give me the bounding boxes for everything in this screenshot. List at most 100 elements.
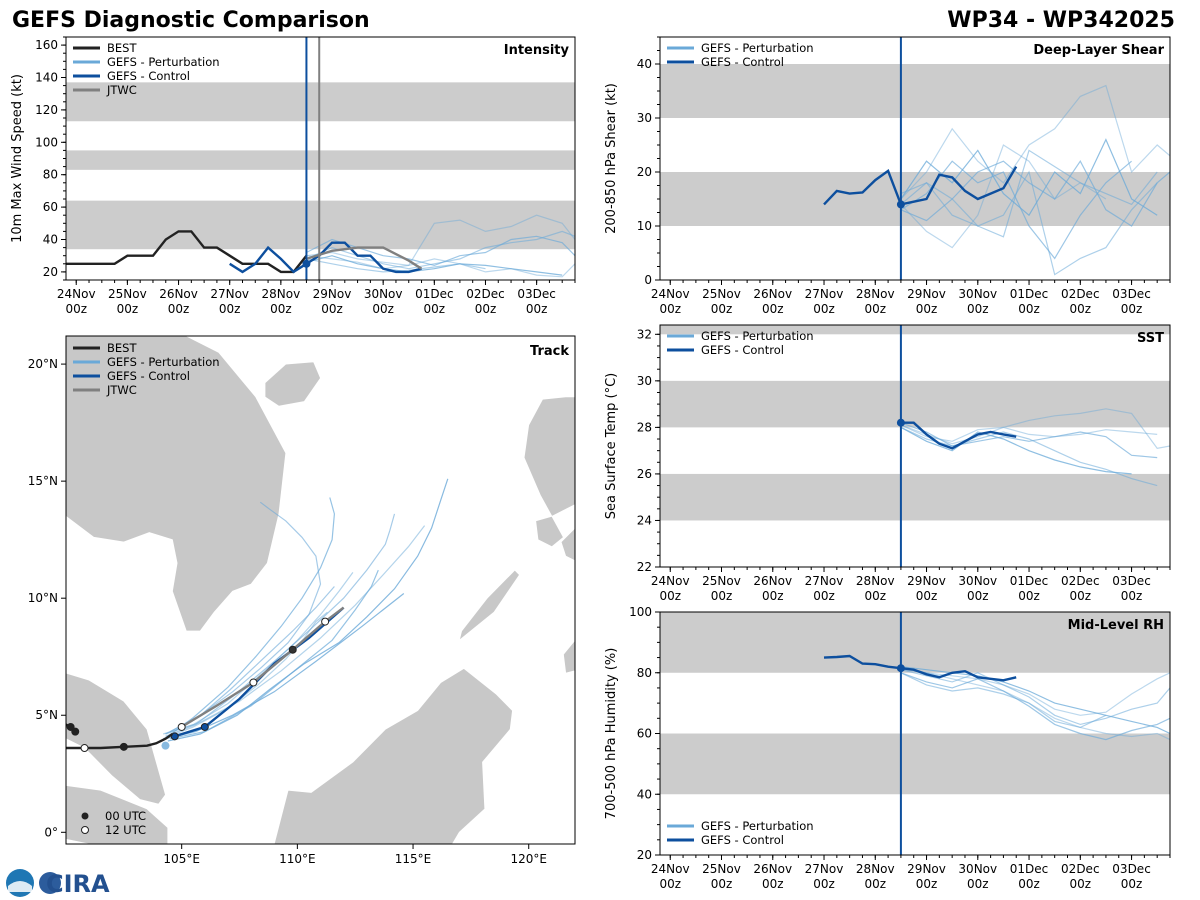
x-tick-date: 28Nov — [856, 574, 895, 588]
x-tick-hour: 00z — [1018, 302, 1040, 316]
legend-label: GEFS - Control — [701, 343, 784, 357]
x-tick-date: 27Nov — [210, 287, 249, 301]
lon-tick-label: 115°E — [395, 852, 432, 866]
x-tick-hour: 00z — [967, 302, 989, 316]
land-mindanao — [562, 639, 575, 674]
x-tick-hour: 00z — [916, 302, 938, 316]
shear-panel: 01020304024Nov00z25Nov00z26Nov00z27Nov00… — [604, 36, 1171, 316]
x-tick-date: 26Nov — [753, 574, 792, 588]
shaded-band — [660, 612, 1170, 673]
y-tick-label: 32 — [637, 327, 652, 341]
storm-id: WP34 - WP342025 — [947, 8, 1175, 33]
perturbation-member-line — [900, 160, 1132, 260]
legend-label: 12 UTC — [105, 823, 146, 837]
best-track-line — [66, 230, 308, 274]
x-tick-hour: 00z — [1070, 877, 1092, 891]
y-tick-label: 0 — [644, 273, 652, 287]
x-tick-hour: 00z — [967, 589, 989, 603]
panel-title: Track — [530, 344, 569, 359]
legend-label: GEFS - Perturbation — [701, 819, 814, 833]
lat-tick-label: 5°N — [35, 708, 58, 722]
x-tick-date: 25Nov — [702, 287, 741, 301]
land-mindoro — [535, 515, 564, 548]
ensemble-start-marker — [161, 741, 170, 750]
x-tick-date: 25Nov — [702, 862, 741, 876]
y-tick-label: 100 — [35, 135, 58, 149]
x-tick-hour: 00z — [424, 302, 446, 316]
x-tick-date: 01Dec — [1010, 574, 1049, 588]
land-sumatra — [66, 785, 169, 844]
perturbation-member-line — [306, 255, 563, 276]
legend-label: GEFS - Control — [107, 69, 190, 83]
land-hainan — [264, 361, 321, 407]
panel-title: Intensity — [504, 43, 570, 58]
marker-12utc — [321, 617, 330, 626]
shaded-band — [660, 172, 1170, 226]
control-line — [823, 165, 1018, 206]
x-tick-hour: 00z — [659, 302, 681, 316]
x-tick-hour: 00z — [1018, 589, 1040, 603]
perturbation-member-line — [900, 84, 1170, 200]
lon-tick-label: 105°E — [163, 852, 200, 866]
shaded-band — [66, 150, 575, 170]
y-tick-label: 20 — [637, 848, 652, 862]
x-tick-hour: 00z — [526, 302, 548, 316]
map-area — [66, 336, 575, 844]
y-tick-label: 100 — [629, 605, 652, 619]
legend-label: JTWC — [106, 83, 137, 97]
control-line — [823, 654, 1017, 682]
perturbation-member-line — [900, 408, 1170, 449]
noaa-logo-wave-icon — [8, 881, 32, 892]
land-borneo — [273, 667, 513, 844]
x-tick-hour: 00z — [475, 302, 497, 316]
lat-tick-label: 20°N — [28, 357, 58, 371]
land-indochina — [66, 336, 287, 632]
x-tick-date: 02Dec — [1061, 574, 1100, 588]
x-tick-hour: 00z — [813, 302, 835, 316]
x-tick-date: 03Dec — [1112, 574, 1151, 588]
init-point-marker — [896, 418, 905, 427]
x-tick-hour: 00z — [762, 302, 784, 316]
x-tick-date: 29Nov — [907, 574, 946, 588]
shaded-band — [660, 473, 1170, 521]
perturbation-member-line — [306, 235, 575, 267]
lat-tick-label: 0° — [44, 825, 58, 839]
x-tick-date: 02Dec — [1061, 287, 1100, 301]
x-tick-date: 02Dec — [466, 287, 505, 301]
plot-area — [823, 84, 1170, 276]
x-tick-hour: 00z — [1070, 302, 1092, 316]
perturbation-member-line — [900, 669, 1170, 726]
x-tick-date: 29Nov — [907, 862, 946, 876]
perturbation-track-line — [162, 611, 328, 740]
x-tick-hour: 00z — [321, 302, 343, 316]
lon-tick-label: 110°E — [279, 852, 316, 866]
x-tick-hour: 00z — [916, 589, 938, 603]
perturbation-member-line — [900, 424, 1158, 445]
x-tick-date: 24Nov — [651, 862, 690, 876]
intensity-panel: 2040608010012014016024Nov00z25Nov00z26No… — [10, 36, 576, 316]
y-tick-label: 20 — [637, 165, 652, 179]
shaded-band — [660, 325, 1170, 335]
perturbation-member-line — [306, 230, 575, 270]
x-tick-date: 25Nov — [108, 287, 147, 301]
perturbation-member-line — [900, 672, 1170, 741]
perturbation-member-line — [900, 149, 1158, 238]
y-axis-label: 200-850 hPa Shear (kt) — [604, 83, 619, 234]
legend-label: GEFS - Control — [701, 833, 784, 847]
panel-title: Deep-Layer Shear — [1033, 43, 1164, 58]
x-tick-date: 27Nov — [805, 862, 844, 876]
y-tick-label: 80 — [637, 666, 652, 680]
y-tick-label: 30 — [637, 111, 652, 125]
marker-00utc — [200, 722, 209, 731]
x-tick-hour: 00z — [813, 589, 835, 603]
marker-00utc — [170, 732, 179, 741]
marker-12utc — [80, 744, 89, 753]
legend-label: GEFS - Perturbation — [107, 55, 220, 69]
x-tick-hour: 00z — [168, 302, 190, 316]
perturbation-member-line — [900, 422, 1158, 459]
perturbation-member-line — [306, 251, 575, 278]
panel-title: SST — [1137, 331, 1164, 346]
legend-label: JTWC — [106, 383, 137, 397]
legend-label: GEFS - Control — [701, 55, 784, 69]
